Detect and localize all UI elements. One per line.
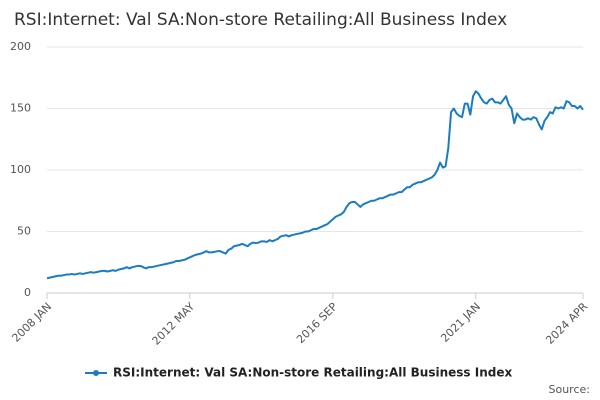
x-tick-label: 2016 SEP xyxy=(294,300,340,346)
x-tick-label: 2008 JAN xyxy=(9,300,54,345)
data-line xyxy=(46,90,584,280)
y-tick-label: 0 xyxy=(24,286,31,299)
legend-label: RSI:Internet: Val SA:Non-store Retailing… xyxy=(113,366,512,380)
legend-marker xyxy=(93,370,99,376)
y-tick-label: 50 xyxy=(17,225,31,238)
y-tick-label: 150 xyxy=(10,102,31,115)
x-tick-label: 2021 JAN xyxy=(438,300,483,345)
x-tick-label: 2024 APR xyxy=(543,300,590,347)
x-tick-label: 2012 MAY xyxy=(150,300,198,348)
source: Source: xyxy=(549,383,591,396)
chart-title: RSI:Internet: Val SA:Non-store Retailing… xyxy=(14,10,507,30)
y-tick-label: 200 xyxy=(10,40,31,53)
y-tick-label: 100 xyxy=(10,163,31,176)
